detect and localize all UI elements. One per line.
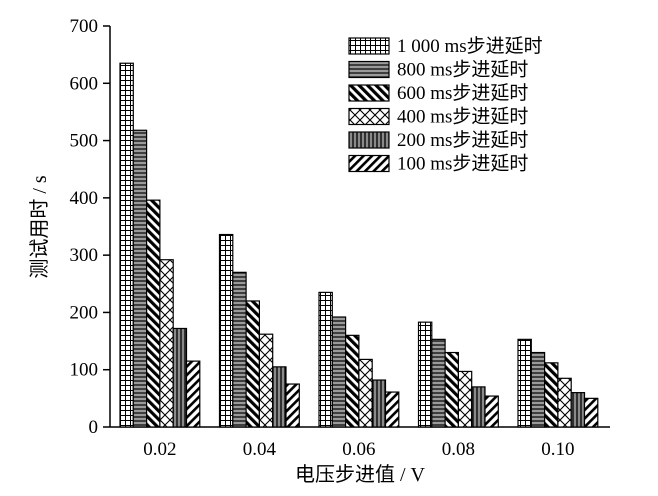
bar-0.10-series-3: [543, 362, 559, 428]
bar-0.02-series-2: [132, 129, 148, 428]
y-tick-label: 500: [70, 131, 99, 152]
x-axis-title: 电压步进值 / V: [295, 463, 426, 486]
y-axis-title: 测试用时 / s: [28, 175, 51, 279]
bar-0.02-series-6: [185, 360, 201, 428]
y-tick-label: 100: [70, 360, 99, 381]
legend-label: 800 ms步进延时: [397, 59, 528, 81]
bar-0.08-series-2: [431, 338, 446, 428]
bar-0.02-series-4: [159, 259, 174, 428]
legend-swatch-forward-diagonal-icon: [348, 154, 390, 173]
bar-0.04-series-2: [232, 271, 247, 428]
bar-0.04-series-6: [285, 383, 300, 428]
bar-0.08-series-4: [457, 370, 473, 428]
bar-0.06-series-3: [345, 334, 360, 428]
bars: [119, 62, 599, 428]
legend-swatch-vertical-lines-icon: [348, 131, 390, 149]
bar-0.02-series-5: [172, 327, 188, 428]
bar-0.10-series-1: [517, 338, 532, 428]
bar-0.08-series-1: [417, 321, 433, 428]
bar-0.10-series-2: [530, 351, 546, 428]
bar-0.04-series-1: [218, 233, 234, 428]
bar-0.02-series-1: [119, 62, 134, 428]
bar-0.08-series-6: [484, 395, 499, 428]
legend-swatch-crosshatch-icon: [348, 107, 390, 126]
bar-0.06-series-1: [318, 291, 333, 428]
legend-swatch-horizontal-lines-icon: [348, 60, 390, 79]
y-tick-label: 200: [70, 302, 99, 323]
bar-0.04-series-4: [258, 333, 274, 428]
x-tick-label: 0.04: [243, 439, 277, 460]
bar-0.04-series-3: [245, 300, 261, 428]
y-ticks: 0 100 200 300 400 500 600 700: [70, 16, 110, 438]
x-tick-labels: 0.02 0.04 0.06 0.08 0.10: [143, 439, 574, 460]
bar-0.10-series-6: [583, 397, 599, 428]
bar-0.10-series-5: [570, 392, 586, 428]
legend-swatch-back-diagonal-icon: [348, 84, 390, 102]
x-tick-label: 0.10: [541, 439, 574, 460]
legend-label: 600 ms步进延时: [397, 82, 528, 104]
bar-0.08-series-5: [471, 386, 486, 428]
bar-0.06-series-5: [371, 379, 387, 428]
bar-0.06-series-4: [358, 358, 373, 428]
y-tick-label: 700: [70, 16, 99, 37]
bar-0.06-series-6: [384, 391, 400, 428]
x-tick-label: 0.06: [342, 439, 375, 460]
bar-0.04-series-5: [272, 366, 287, 428]
x-tick-label: 0.08: [442, 439, 475, 460]
legend-label: 400 ms步进延时: [397, 106, 528, 128]
bar-0.02-series-3: [146, 199, 161, 428]
bar-0.08-series-3: [444, 351, 460, 428]
y-tick-label: 600: [70, 73, 99, 94]
bar-0.10-series-4: [557, 377, 572, 428]
legend-label: 100 ms步进延时: [397, 153, 528, 175]
x-tick-label: 0.02: [143, 439, 176, 460]
y-tick-label: 300: [70, 245, 99, 266]
bar-0.06-series-2: [331, 316, 347, 428]
legend-label: 1 000 ms步进延时: [397, 35, 543, 57]
legend-label: 200 ms步进延时: [397, 129, 528, 151]
y-tick-label: 400: [70, 188, 99, 209]
y-tick-label: 0: [89, 417, 99, 438]
legend-swatch-grid-icon: [348, 37, 390, 55]
